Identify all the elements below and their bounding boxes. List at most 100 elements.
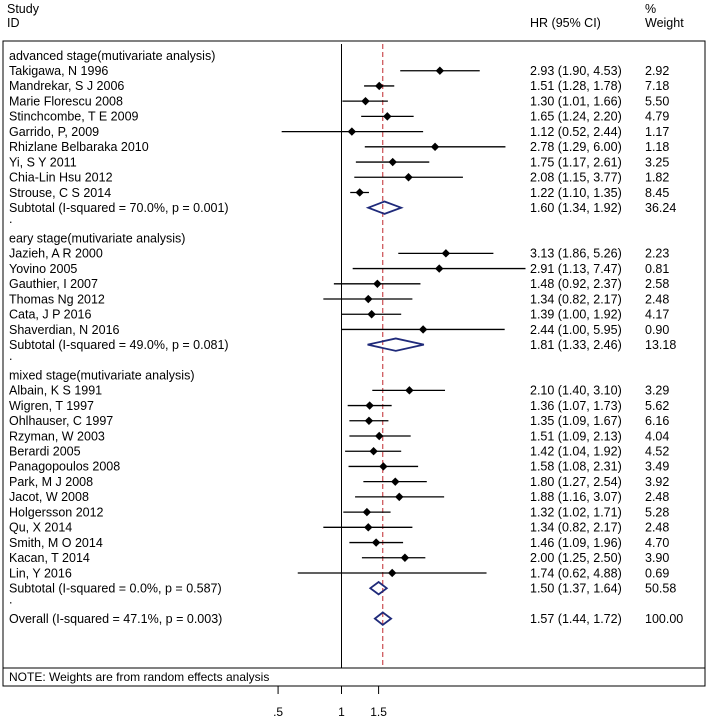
weight-value: 1.18 xyxy=(645,140,669,154)
point-estimate xyxy=(355,188,364,197)
point-estimate xyxy=(430,142,440,152)
point-estimate xyxy=(405,386,414,395)
weight-value: 2.23 xyxy=(645,247,669,261)
header-pct: % xyxy=(645,2,656,16)
study-row-label: Yovino 2005 xyxy=(9,262,77,276)
weight-value: 1.82 xyxy=(645,171,669,185)
hr-ci-value: 1.34 (0.82, 2.17) xyxy=(530,292,622,306)
point-estimate xyxy=(364,416,374,425)
hr-ci-value: 1.39 (1.00, 1.92) xyxy=(530,308,622,322)
weight-value: 13.18 xyxy=(645,338,676,352)
hr-ci-value: 1.58 (1.08, 2.31) xyxy=(530,460,622,474)
hr-ci-value: 1.81 (1.33, 2.46) xyxy=(530,338,622,352)
study-row-label: Rzyman, W 2003 xyxy=(9,429,105,443)
study-row-label: Lin, Y 2016 xyxy=(9,566,72,580)
study-row-label: Rhizlane Belbaraka 2010 xyxy=(9,140,149,154)
study-row-label: Shaverdian, N 2016 xyxy=(9,323,120,337)
hr-ci-value: 2.44 (1.00, 5.95) xyxy=(530,323,622,337)
header: Study ID HR (95% CI) % Weight xyxy=(7,2,684,30)
separator-dot: . xyxy=(9,593,12,607)
study-row-label: Panagopoulos 2008 xyxy=(9,460,120,474)
weight-value: 4.52 xyxy=(645,445,669,459)
hr-ci-value: 3.13 (1.86, 5.26) xyxy=(530,247,622,261)
hr-ci-value: 1.51 (1.09, 2.13) xyxy=(530,429,622,443)
weight-value: 4.17 xyxy=(645,308,669,322)
study-row-label: Chia-Lin Hsu 2012 xyxy=(9,171,113,185)
x-axis-ticks: .5 1 1.5 xyxy=(273,686,387,717)
study-row-label: Marie Florescu 2008 xyxy=(9,94,123,108)
weight-value: 2.48 xyxy=(645,490,669,504)
weight-value: 8.45 xyxy=(645,186,669,200)
point-estimate xyxy=(364,523,373,532)
subtotal-row-label: Subtotal (I-squared = 0.0%, p = 0.587) xyxy=(9,582,222,596)
hr-ci-value: 1.32 (1.02, 1.71) xyxy=(530,505,622,519)
weight-value: 3.49 xyxy=(645,460,669,474)
header-study: Study xyxy=(7,2,40,16)
study-row-label: Jacot, W 2008 xyxy=(9,490,89,504)
weight-value: 6.16 xyxy=(645,414,669,428)
hr-ci-value: 2.00 (1.25, 2.50) xyxy=(530,551,622,565)
hr-ci-value: 2.93 (1.90, 4.53) xyxy=(530,64,622,78)
subtotal-row-label: Subtotal (I-squared = 70.0%, p = 0.001) xyxy=(9,201,229,215)
study-row-label: Stinchcombe, T E 2009 xyxy=(9,110,139,124)
weight-value: 0.69 xyxy=(645,566,669,580)
study-row-label: Albain, K S 1991 xyxy=(9,384,102,398)
weight-value: 100.00 xyxy=(645,612,683,626)
weight-value: 7.18 xyxy=(645,79,669,93)
point-estimate xyxy=(365,401,374,410)
x-tick-label: 1.5 xyxy=(370,705,387,717)
subtotal-diamond xyxy=(368,580,389,596)
point-estimate xyxy=(362,507,372,517)
hr-ci-value: 2.78 (1.29, 6.00) xyxy=(530,140,622,154)
weight-value: 3.90 xyxy=(645,551,669,565)
group-label: mixed stage(mutivariate analysis) xyxy=(9,368,195,382)
weight-value: 3.25 xyxy=(645,155,669,169)
study-row-label: Cata, J P 2016 xyxy=(9,308,92,322)
hr-ci-value: 1.36 (1.07, 1.73) xyxy=(530,399,622,413)
separator-dot: . xyxy=(9,349,12,363)
point-estimate xyxy=(367,310,376,319)
weight-value: 2.92 xyxy=(645,64,669,78)
hr-ci-value: 1.35 (1.09, 1.67) xyxy=(530,414,622,428)
point-estimate xyxy=(418,325,428,334)
point-estimate xyxy=(395,492,404,502)
point-estimate xyxy=(371,538,381,547)
hr-ci-value: 1.50 (1.37, 1.64) xyxy=(530,582,622,596)
study-row-label: Jazieh, A R 2000 xyxy=(9,247,103,261)
hr-ci-value: 1.30 (1.01, 1.66) xyxy=(530,94,622,108)
hr-ci-value: 1.60 (1.34, 1.92) xyxy=(530,201,622,215)
weight-value: 0.81 xyxy=(645,262,669,276)
study-row-label: Strouse, C S 2014 xyxy=(9,186,111,200)
weight-value: 2.48 xyxy=(645,521,669,535)
point-estimate xyxy=(369,447,378,456)
header-hr: HR (95% CI) xyxy=(530,16,601,30)
hr-ci-value: 2.10 (1.40, 3.10) xyxy=(530,384,622,398)
point-estimate xyxy=(435,264,444,273)
point-estimate xyxy=(387,568,397,578)
overall-row-label: Overall (I-squared = 47.1%, p = 0.003) xyxy=(9,612,222,626)
hr-ci-value: 1.65 (1.24, 2.20) xyxy=(530,110,622,124)
study-row-label: Kacan, T 2014 xyxy=(9,551,90,565)
weight-value: 5.62 xyxy=(645,399,669,413)
weight-value: 3.92 xyxy=(645,475,669,489)
weight-value: 2.58 xyxy=(645,277,669,291)
point-estimate xyxy=(383,112,392,121)
weight-value: 0.90 xyxy=(645,323,669,337)
point-estimate xyxy=(435,66,445,75)
point-estimate xyxy=(391,477,400,486)
study-row-label: Ohlhauser, C 1997 xyxy=(9,414,113,428)
group-label: advanced stage(mutivariate analysis) xyxy=(9,49,215,63)
forest-rows: advanced stage(mutivariate analysis)Taki… xyxy=(9,49,683,626)
hr-ci-value: 1.42 (1.04, 1.92) xyxy=(530,445,622,459)
footnote: NOTE: Weights are from random effects an… xyxy=(9,670,269,684)
hr-ci-value: 2.08 (1.15, 3.77) xyxy=(530,171,622,185)
weight-value: 4.04 xyxy=(645,429,669,443)
point-estimate xyxy=(347,127,357,136)
x-tick-label: 1 xyxy=(338,705,345,717)
hr-ci-value: 1.48 (0.92, 2.37) xyxy=(530,277,622,291)
weight-value: 4.70 xyxy=(645,536,669,550)
overall-diamond xyxy=(373,611,393,626)
hr-ci-value: 1.74 (0.62, 4.88) xyxy=(530,566,622,580)
study-row-label: Qu, X 2014 xyxy=(9,521,72,535)
header-id: ID xyxy=(7,16,20,30)
